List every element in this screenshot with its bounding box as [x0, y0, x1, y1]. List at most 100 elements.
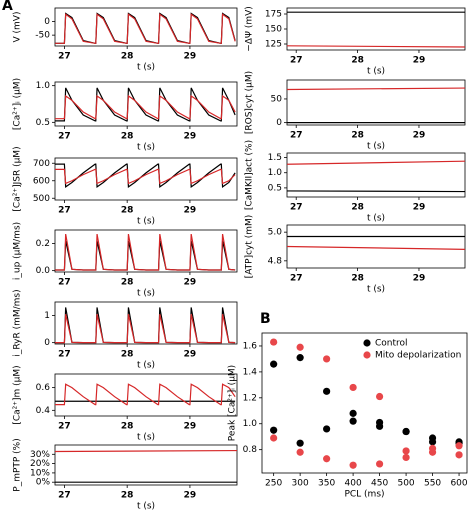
trace [55, 307, 236, 344]
y-tick-label: 1.0 [268, 168, 283, 178]
x-tick-label: 27 [290, 203, 303, 213]
x-tick-label: 27 [58, 206, 71, 216]
y-tick-label: 1.4 [243, 367, 258, 377]
x-tick-label: 27 [58, 491, 71, 501]
x-tick-label: 600 [450, 479, 467, 489]
x-tick-label: 450 [371, 479, 388, 489]
trace [54, 449, 238, 453]
point [323, 387, 331, 395]
y-axis-label: [Ca²⁺]JSR (µM) [13, 146, 23, 211]
x-tick-label: 28 [351, 274, 364, 284]
x-tick-label: 28 [121, 350, 134, 360]
x-tick-label: 28 [351, 203, 364, 213]
trace [55, 168, 236, 185]
x-tick-label: 28 [121, 52, 134, 62]
trace [286, 87, 466, 91]
plot-frame [286, 79, 466, 126]
trace [55, 94, 236, 120]
x-tick-label: 28 [121, 422, 134, 432]
x-tick-label: 300 [292, 479, 309, 489]
point [270, 426, 278, 434]
point [375, 460, 384, 468]
x-axis-label: t (s) [137, 63, 155, 73]
trace [55, 233, 236, 271]
point [323, 455, 331, 463]
y-tick-label: 1.2 [243, 393, 257, 403]
y-tick-label: 0 [44, 338, 50, 348]
point [323, 425, 331, 433]
trace [55, 240, 236, 271]
x-tick-label: 29 [184, 350, 197, 360]
trace [286, 190, 466, 193]
point [296, 439, 304, 447]
point [270, 360, 278, 368]
y-axis-label: [Ca²⁺]m (µM) [13, 365, 23, 424]
x-tick-label: 28 [351, 131, 364, 141]
x-tick-label: 27 [58, 278, 71, 288]
y-tick-label: 600 [33, 176, 50, 186]
legend-label: Mito depolarization [375, 351, 461, 361]
x-tick-label: 29 [184, 132, 197, 142]
x-axis-label: t (s) [367, 142, 385, 152]
y-tick-label: 10% [30, 468, 50, 478]
point [270, 338, 278, 346]
y-tick-label: 0 [276, 118, 282, 128]
x-tick-label: 27 [290, 56, 303, 66]
plot-frame [261, 332, 468, 474]
point [375, 392, 384, 401]
legend-label: Control [375, 339, 408, 349]
x-axis-label: t (s) [137, 361, 155, 371]
point [349, 409, 357, 417]
y-tick-label: 0.6 [36, 383, 51, 393]
plot-frame [54, 229, 238, 273]
x-axis-label: PCL (ms) [344, 490, 384, 500]
x-tick-label: 28 [121, 206, 134, 216]
y-tick-label: 500 [33, 194, 50, 204]
point [428, 448, 437, 456]
plot-frame [54, 301, 238, 345]
x-tick-label: 550 [424, 479, 441, 489]
y-axis-label: [Ca²⁺]ᵢ (µM) [13, 78, 23, 130]
y-tick-label: 175 [265, 10, 282, 20]
x-tick-label: 27 [290, 131, 303, 141]
y-tick-label: 0.0 [36, 266, 51, 276]
y-tick-label: 150 [265, 25, 282, 35]
y-tick-label: 0.8 [243, 445, 258, 455]
x-tick-label: 29 [184, 422, 197, 432]
x-tick-label: 27 [290, 274, 303, 284]
trace [55, 314, 236, 344]
trace [286, 245, 466, 250]
y-tick-label: 700 [33, 159, 50, 169]
y-tick-label: 1.0 [243, 419, 258, 429]
y-tick-label: 125 [265, 40, 282, 50]
x-axis-label: t (s) [137, 217, 155, 227]
x-tick-label: 29 [184, 206, 197, 216]
plot-frame [54, 373, 238, 417]
point [428, 438, 437, 446]
y-axis-label: Peak [Ca²⁺]ᵢ (µM) [228, 365, 238, 441]
y-axis-label: [CaMKII]act (%) [245, 140, 255, 210]
x-tick-label: 400 [345, 479, 362, 489]
panel-label: A [2, 0, 13, 14]
x-axis-label: t (s) [367, 214, 385, 224]
y-tick-label: 1 [44, 311, 50, 321]
y-tick-label: 0.5 [36, 118, 50, 128]
x-tick-label: 250 [265, 479, 282, 489]
x-tick-label: 27 [58, 422, 71, 432]
x-tick-label: 27 [58, 52, 71, 62]
x-tick-label: 27 [58, 350, 71, 360]
point [349, 417, 357, 425]
x-axis-label: t (s) [137, 143, 155, 153]
plot-frame [54, 81, 238, 127]
x-axis-label: t (s) [137, 433, 155, 443]
point [270, 434, 278, 442]
trace [55, 87, 236, 122]
trace [286, 45, 466, 48]
point [375, 422, 384, 430]
trace [55, 13, 236, 44]
plot-frame [286, 7, 466, 51]
y-tick-label: 0.4 [36, 406, 51, 416]
x-tick-label: 28 [351, 56, 364, 66]
point [455, 451, 463, 459]
